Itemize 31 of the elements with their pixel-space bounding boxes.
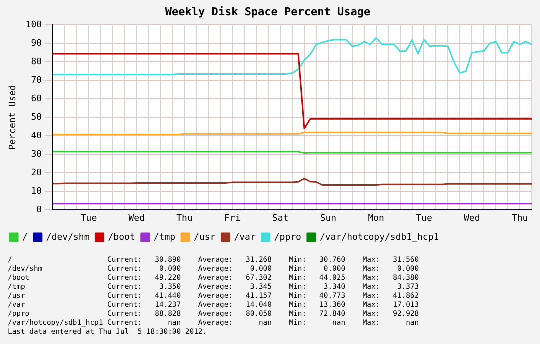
y-tick-label: 40: [31, 132, 42, 142]
y-tick-label: 100: [26, 20, 42, 31]
legend-label: /var/hotcopy/sdb1_hcp1: [320, 232, 440, 243]
chart-title: Weekly Disk Space Percent Usage: [165, 5, 372, 18]
y-axis-title: Percent Used: [8, 85, 19, 150]
y-tick-label: 90: [31, 39, 42, 50]
legend-label: /usr: [194, 232, 216, 243]
legend-label: /var: [234, 232, 256, 243]
x-tick-label: Tue: [416, 214, 432, 224]
x-tick-label: Mon: [368, 214, 384, 224]
legend-label: /: [22, 232, 28, 243]
legend-label: /ppro: [274, 232, 302, 243]
x-tick-label: Sun: [320, 214, 337, 224]
y-tick-label: 10: [31, 187, 42, 198]
x-tick-label: Thu: [512, 214, 528, 224]
x-tick-label: Thu: [176, 214, 193, 224]
legend-label: /boot: [108, 232, 136, 243]
legend-label: /dev/shm: [46, 232, 90, 243]
x-tick-label: Sat: [272, 214, 289, 224]
x-tick-label: Fri: [224, 214, 241, 224]
y-tick-label: 0: [36, 206, 42, 216]
x-tick-label: Wed: [464, 214, 480, 224]
y-tick-label: 60: [31, 94, 42, 105]
y-tick-label: 30: [31, 150, 42, 160]
x-tick-label: Tue: [80, 214, 98, 224]
legend-label: /tmp: [154, 232, 176, 243]
y-tick-label: 80: [31, 58, 42, 68]
y-tick-label: 50: [31, 113, 42, 124]
y-tick-label: 20: [31, 168, 42, 179]
x-tick-label: Wed: [128, 214, 146, 224]
y-tick-label: 70: [31, 76, 42, 86]
